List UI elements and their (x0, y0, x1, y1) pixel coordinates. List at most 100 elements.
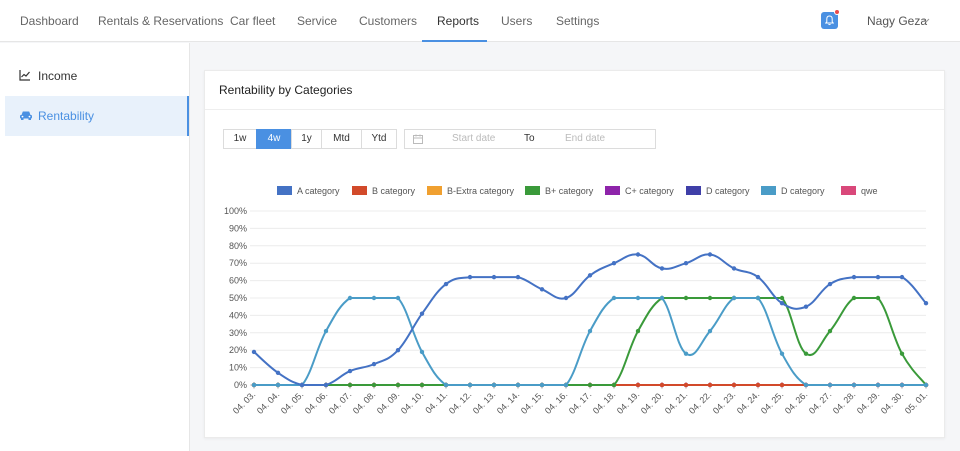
data-point (371, 361, 377, 367)
nav-users[interactable]: Users (501, 14, 533, 28)
data-point (491, 274, 497, 280)
sidebar-item-label: Income (38, 69, 78, 83)
nav-customers[interactable]: Customers (359, 14, 418, 28)
nav-car-fleet[interactable]: Car fleet (230, 14, 276, 28)
nav-dashboard[interactable]: Dashboard (20, 14, 79, 28)
data-point (323, 382, 329, 388)
x-tick-label: 04. 13. (471, 389, 498, 416)
data-point (515, 274, 521, 280)
data-point (707, 295, 713, 301)
data-point (611, 261, 617, 266)
data-point (851, 382, 857, 388)
nav-rentals-reservations[interactable]: Rentals & Reservations (98, 14, 224, 28)
data-point (827, 328, 833, 334)
data-point (371, 382, 377, 388)
data-point (323, 328, 329, 334)
legend-swatch (352, 186, 367, 195)
data-point (731, 266, 737, 271)
y-tick-label: 70% (229, 258, 247, 268)
data-point (587, 273, 593, 278)
data-point (539, 382, 545, 388)
sidebar-item-label: Rentability (38, 109, 95, 123)
legend-item: A category (277, 186, 340, 196)
date-range-picker[interactable]: Start date To End date (404, 129, 656, 149)
y-tick-label: 80% (229, 241, 247, 251)
data-point (779, 351, 785, 356)
data-point (875, 382, 881, 388)
data-point (347, 295, 353, 301)
data-point (275, 370, 281, 376)
x-tick-label: 04. 11. (423, 389, 449, 415)
data-point (587, 382, 593, 388)
notification-button[interactable] (821, 9, 840, 29)
legend-item: B-Extra category (427, 186, 515, 196)
user-menu[interactable]: Nagy Geza (867, 14, 928, 28)
data-point (275, 382, 281, 388)
x-tick-label: 04. 22. (687, 389, 714, 416)
legend-item: B category (352, 186, 416, 196)
range-ytd-button[interactable]: Ytd (361, 129, 397, 149)
data-point (347, 382, 353, 388)
y-tick-label: 40% (229, 310, 247, 320)
data-point (923, 382, 929, 388)
data-point (755, 382, 761, 388)
y-tick-label: 0% (234, 380, 247, 390)
data-point (875, 274, 881, 280)
data-point (371, 295, 377, 301)
data-point (611, 295, 617, 301)
data-point (251, 382, 257, 388)
data-point (395, 382, 401, 388)
x-tick-label: 04. 09. (375, 389, 402, 416)
y-tick-label: 10% (229, 363, 247, 373)
nav-reports[interactable]: Reports (437, 14, 480, 28)
range-mtd-button[interactable]: Mtd (321, 129, 362, 149)
data-point (635, 382, 641, 388)
data-point (587, 328, 593, 334)
data-point (827, 382, 833, 388)
x-tick-label: 04. 18. (591, 389, 618, 416)
data-point (299, 382, 305, 388)
sidebar-item-rentability[interactable]: Rentability (5, 96, 189, 136)
data-point (755, 274, 761, 280)
data-point (659, 266, 665, 271)
data-point (707, 252, 713, 257)
data-point (491, 382, 497, 388)
legend-swatch (841, 186, 856, 195)
end-date-input[interactable]: End date (565, 133, 606, 144)
data-point (443, 382, 449, 388)
legend-item: D category (761, 186, 825, 196)
chevron-down-icon[interactable] (922, 15, 930, 27)
legend-label: B-Extra category (447, 186, 515, 196)
data-point (467, 274, 473, 280)
data-point (731, 295, 737, 301)
card-divider (205, 109, 944, 110)
rentability-card: Rentability by Categories 1w 4w 1y Mtd Y… (204, 70, 945, 438)
data-point (635, 295, 641, 301)
data-point (611, 382, 617, 388)
sidebar: Income Rentability (0, 43, 190, 451)
x-tick-label: 04. 03. (231, 389, 258, 416)
legend-item: B+ category (525, 186, 594, 196)
x-tick-label: 04. 20. (639, 389, 666, 416)
nav-settings[interactable]: Settings (556, 14, 600, 28)
legend-label: B+ category (545, 186, 594, 196)
legend-label: qwe (861, 186, 878, 196)
data-point (851, 295, 857, 301)
x-tick-label: 04. 14. (495, 389, 522, 416)
legend-swatch (605, 186, 620, 195)
range-1w-button[interactable]: 1w (223, 129, 257, 149)
data-point (251, 349, 257, 355)
data-point (683, 351, 689, 356)
x-tick-label: 04. 12. (447, 389, 474, 416)
range-4w-button[interactable]: 4w (256, 129, 292, 149)
start-date-input[interactable]: Start date (452, 133, 496, 144)
nav-service[interactable]: Service (297, 14, 338, 28)
x-tick-label: 04. 07. (327, 389, 354, 416)
date-range-separator: To (524, 133, 535, 144)
data-point (635, 252, 641, 257)
x-tick-label: 04. 15. (519, 389, 546, 416)
card-title: Rentability by Categories (219, 83, 353, 97)
x-tick-label: 04. 16. (543, 389, 570, 416)
sidebar-item-income[interactable]: Income (5, 56, 189, 96)
y-tick-label: 30% (229, 328, 247, 338)
